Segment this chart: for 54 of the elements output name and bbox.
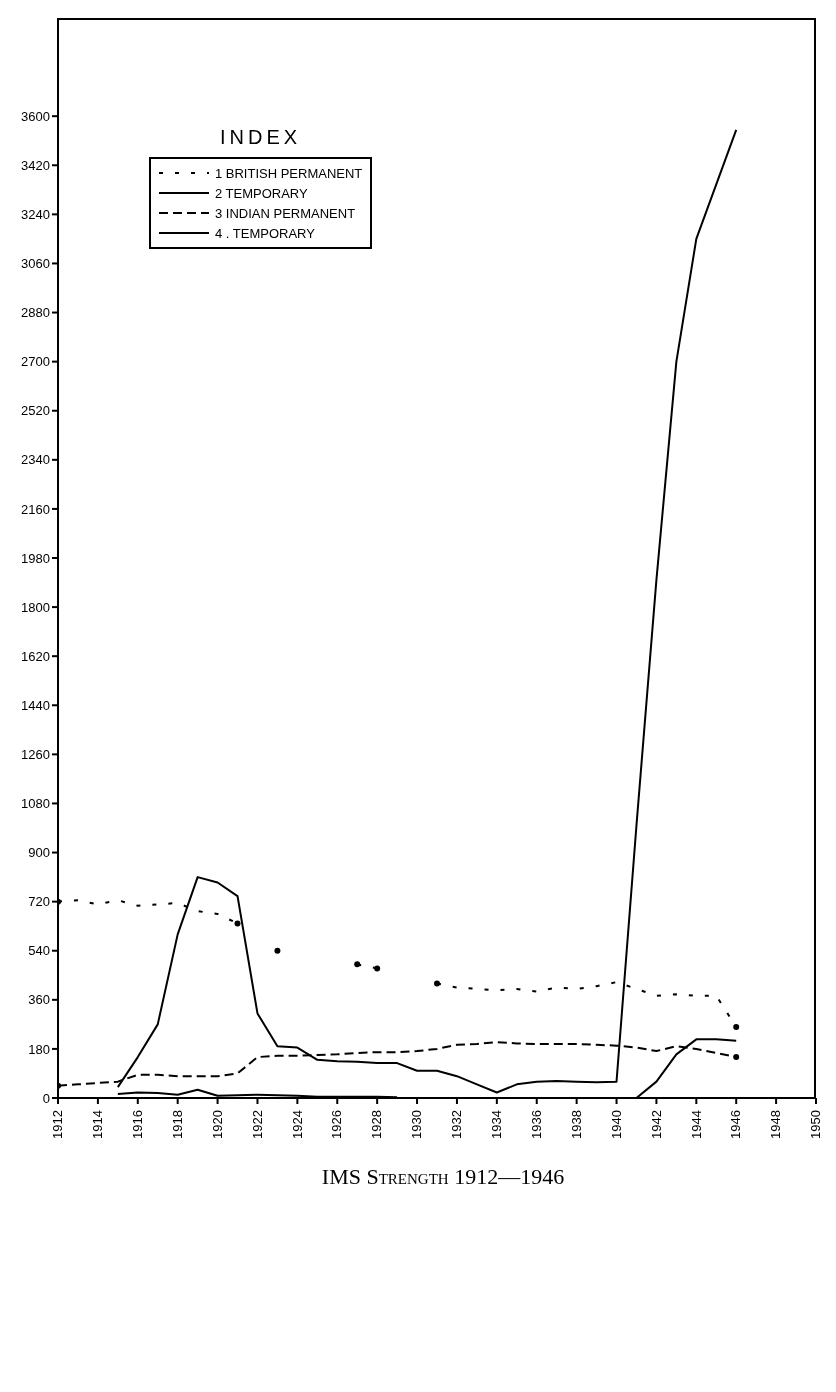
y-tick-label: 3060 [21, 256, 50, 272]
x-tick-label: 1916 [130, 1110, 146, 1139]
y-tick-label: 3600 [21, 108, 50, 124]
point [374, 965, 381, 972]
y-tick-label: 2700 [21, 354, 50, 370]
x-tick-label: 1940 [608, 1110, 624, 1139]
y-tick-label: 900 [28, 845, 50, 861]
y-tick-label: 2160 [21, 501, 50, 517]
point [733, 1024, 740, 1031]
x-tick-label: 1922 [249, 1110, 265, 1139]
legend-label: 2 TEMPORARY [214, 185, 308, 201]
x-tick-label: 1918 [169, 1110, 185, 1139]
y-tick-label: 3420 [21, 157, 50, 173]
x-tick-label: 1920 [209, 1110, 225, 1139]
y-tick-label: 360 [28, 992, 50, 1008]
y-tick-label: 2340 [21, 452, 50, 468]
point [354, 961, 361, 968]
point [274, 947, 281, 954]
x-tick-label: 1938 [568, 1110, 584, 1139]
x-tick-label: 1932 [449, 1110, 465, 1139]
x-tick-label: 1936 [528, 1110, 544, 1139]
y-tick-label: 2880 [21, 305, 50, 321]
y-tick-label: 540 [28, 943, 50, 959]
y-tick-label: 1620 [21, 648, 50, 664]
x-tick-label: 1942 [648, 1110, 664, 1139]
y-tick-label: 1440 [21, 697, 50, 713]
y-tick-label: 720 [28, 894, 50, 910]
x-tick-label: 1950 [808, 1110, 824, 1139]
point [434, 980, 440, 987]
legend-title: INDEX [219, 126, 303, 149]
point [234, 920, 241, 927]
x-tick-label: 1944 [688, 1110, 704, 1139]
x-tick-label: 1934 [489, 1110, 505, 1139]
x-tick-label: 1914 [90, 1110, 106, 1139]
y-tick-label: 0 [42, 1090, 50, 1106]
x-tick-label: 1948 [768, 1110, 784, 1139]
legend-label: 1 BRITISH PERMANENT [214, 165, 363, 181]
legend-label: 4 . TEMPORARY [214, 225, 315, 241]
x-tick-label: 1926 [329, 1110, 345, 1139]
x-axis-title: IMS Strength 1912—1946 [320, 1164, 566, 1190]
x-tick-label: 1912 [50, 1110, 66, 1139]
x-tick-label: 1930 [409, 1110, 425, 1139]
x-tick-label: 1924 [289, 1110, 305, 1139]
legend-label: 3 INDIAN PERMANENT [214, 205, 356, 221]
point [733, 1054, 740, 1061]
y-tick-label: 1980 [21, 550, 50, 566]
y-tick-label: 1800 [21, 599, 50, 615]
y-tick-label: 3240 [21, 206, 50, 222]
x-tick-label: 1928 [369, 1110, 385, 1139]
y-tick-label: 180 [28, 1041, 50, 1057]
y-tick-label: 1260 [21, 746, 50, 762]
y-tick-label: 2520 [21, 403, 50, 419]
y-tick-label: 1080 [21, 796, 50, 812]
x-tick-label: 1946 [728, 1110, 744, 1139]
